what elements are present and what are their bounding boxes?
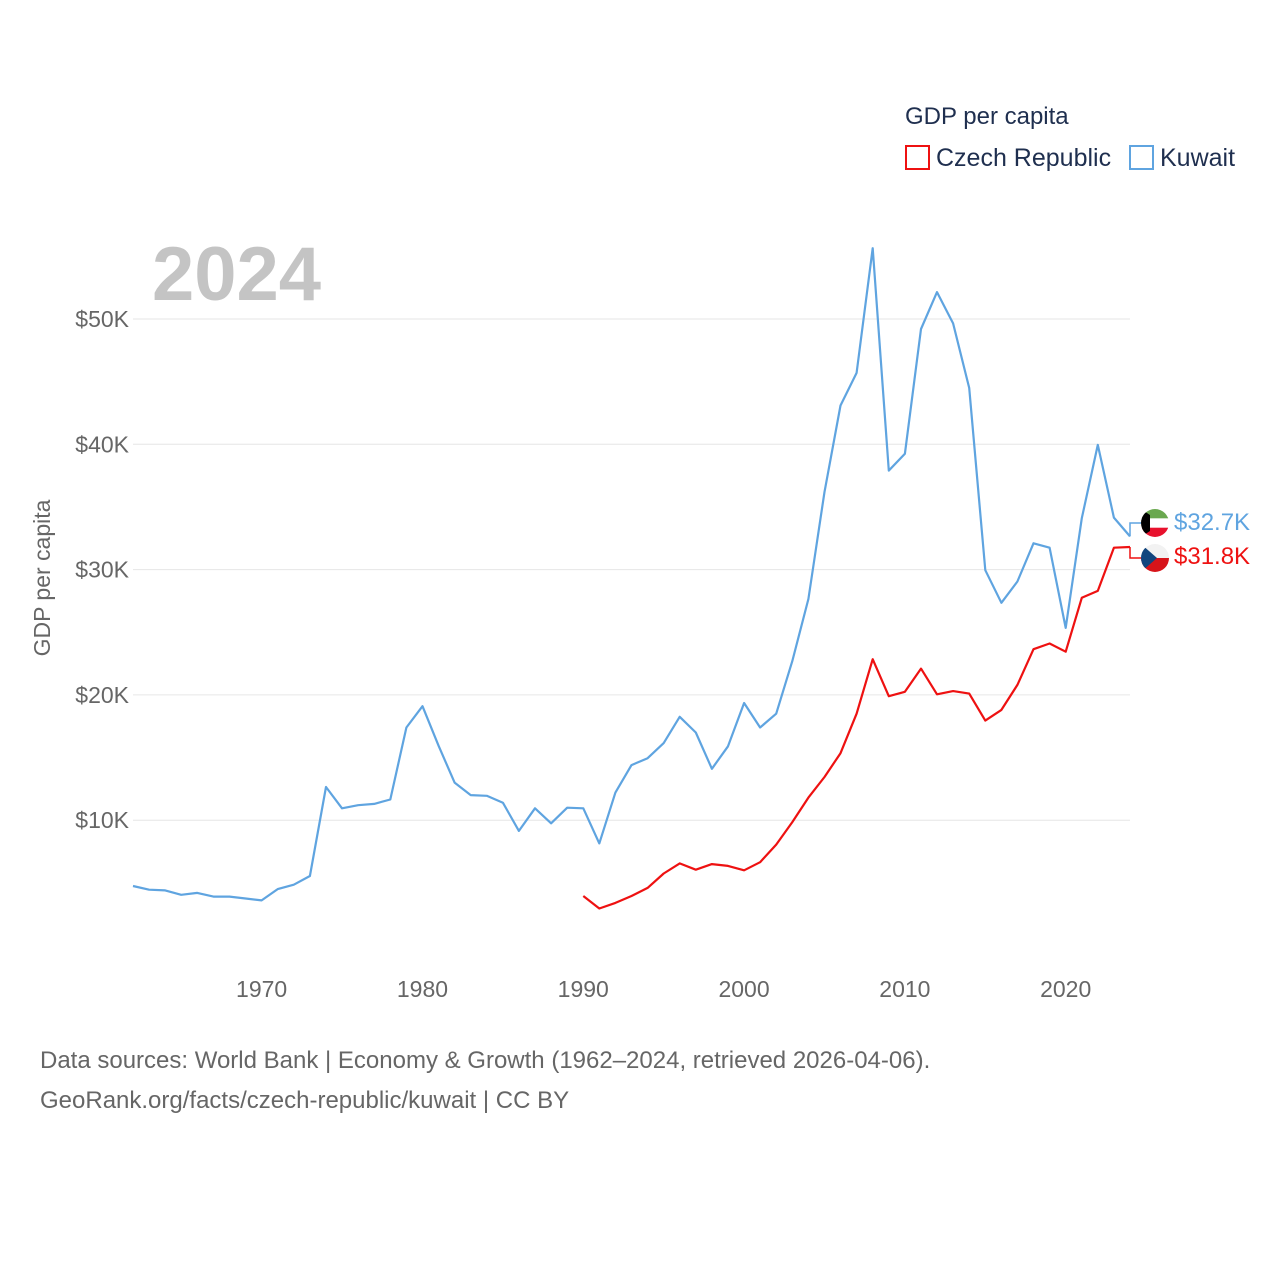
czech-republic-connector (1129, 547, 1141, 559)
x-axis-ticks: 1970 1980 1990 2000 2010 2020 (236, 976, 1091, 1002)
footer-sources: Data sources: World Bank | Economy & Gro… (40, 1047, 930, 1074)
x-tick-label: 1990 (558, 976, 609, 1002)
series-line-czech-republic (582, 545, 1131, 910)
x-tick-label: 2000 (718, 976, 769, 1002)
legend-label-kuwait: Kuwait (1160, 144, 1235, 172)
legend-item-kuwait[interactable]: Kuwait (1129, 144, 1235, 172)
kuwait-end-label: $32.7K (1174, 509, 1250, 536)
czech-flag-icon (1141, 544, 1169, 572)
y-tick-label: $40K (75, 431, 129, 457)
y-tick-label: $50K (75, 306, 129, 332)
x-tick-label: 1970 (236, 976, 287, 1002)
legend: GDP per capita Czech Republic Kuwait (905, 103, 1235, 172)
czech-republic-end-label: $31.8K (1174, 543, 1250, 570)
y-axis-ticks: $10K $20K $30K $40K $50K (75, 306, 129, 833)
legend-item-czech-republic[interactable]: Czech Republic (905, 144, 1111, 172)
x-tick-label: 1980 (397, 976, 448, 1002)
y-tick-label: $20K (75, 682, 129, 708)
year-label: 2024 (152, 232, 321, 317)
series-line-kuwait (132, 247, 1131, 902)
y-tick-label: $10K (75, 807, 129, 833)
kuwait-connector (1129, 522, 1141, 537)
kuwait-flag-icon (1141, 509, 1169, 537)
y-tick-label: $30K (75, 557, 129, 583)
legend-swatch-kuwait (1129, 145, 1154, 170)
x-tick-label: 2010 (879, 976, 930, 1002)
legend-title: GDP per capita (905, 103, 1069, 130)
footer-link[interactable]: GeoRank.org/facts/czech-republic/kuwait … (40, 1087, 569, 1114)
legend-label-czech-republic: Czech Republic (936, 144, 1111, 172)
series-lines (132, 247, 1131, 910)
legend-swatch-czech-republic (905, 145, 930, 170)
x-tick-label: 2020 (1040, 976, 1091, 1002)
end-markers (1129, 509, 1169, 572)
gridlines (133, 318, 1130, 821)
y-axis-label: GDP per capita (29, 499, 55, 656)
